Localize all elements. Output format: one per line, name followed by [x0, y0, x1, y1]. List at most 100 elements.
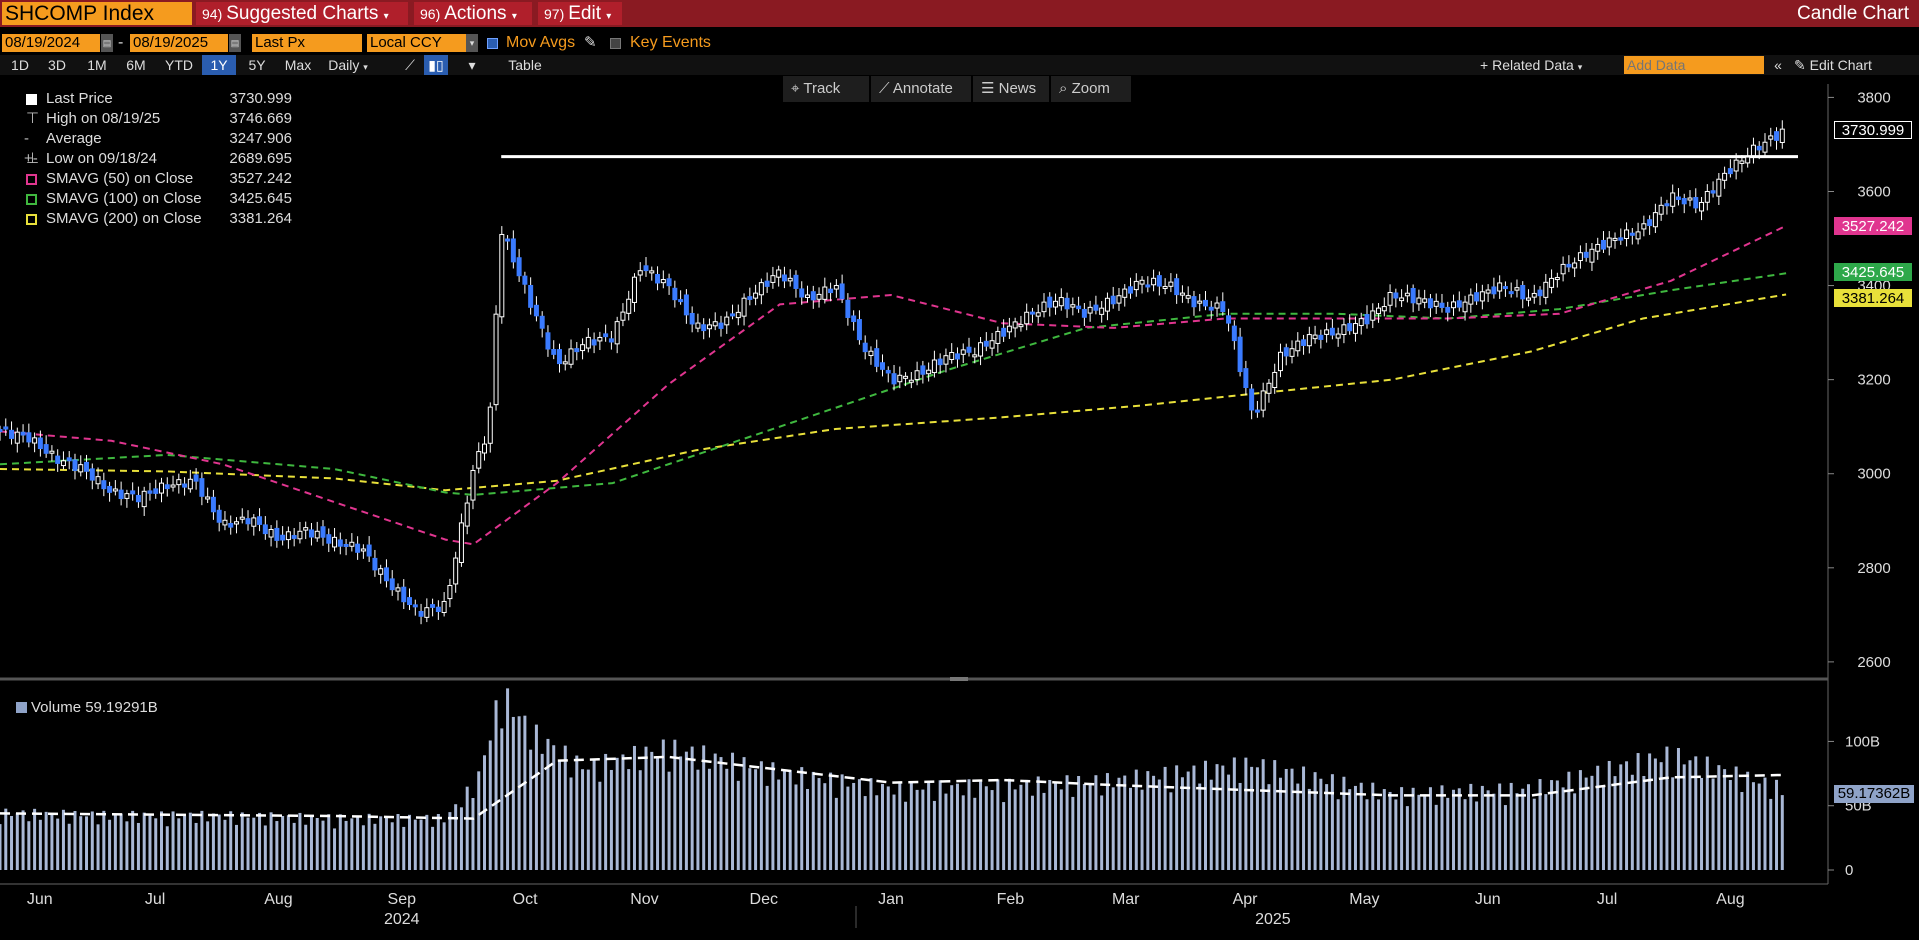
- candle-up: [251, 517, 257, 527]
- range-6m[interactable]: 6M: [126, 57, 146, 73]
- range-ytd[interactable]: YTD: [165, 57, 193, 73]
- key-events-checkbox[interactable]: [610, 38, 621, 49]
- candle-down: [101, 480, 107, 490]
- add-data-input[interactable]: [1624, 56, 1764, 74]
- candle-up: [1289, 348, 1295, 357]
- candle-down: [9, 429, 15, 439]
- candle-down: [1208, 306, 1214, 311]
- currency-select[interactable]: Local CCY: [367, 34, 477, 52]
- table-button[interactable]: Table: [508, 57, 542, 73]
- candle-up: [1295, 340, 1301, 352]
- related-data-button[interactable]: + Related Data ▾: [1480, 55, 1610, 75]
- edit-menu[interactable]: 97) Edit ▾: [538, 2, 622, 25]
- volume-bar: [419, 819, 423, 870]
- range-3d[interactable]: 3D: [48, 57, 66, 73]
- candle-down: [1774, 131, 1780, 141]
- candle-down: [355, 543, 361, 553]
- start-date-field[interactable]: 08/19/2024: [2, 34, 100, 52]
- x-month-label: Sep: [388, 891, 417, 908]
- chevron-down-icon[interactable]: ▾: [466, 34, 478, 52]
- volume-bar: [1521, 788, 1525, 870]
- volume-bar: [188, 812, 192, 870]
- volume-bar: [1152, 775, 1156, 870]
- range-max[interactable]: Max: [284, 57, 312, 73]
- candle-down: [545, 332, 551, 350]
- news-tool[interactable]: ☰ News: [973, 76, 1049, 102]
- candle-up: [1006, 325, 1012, 333]
- candle-chart-icon[interactable]: ▮▯: [424, 55, 448, 75]
- price-field-select[interactable]: Last Px: [252, 34, 362, 52]
- volume-bar: [1538, 779, 1542, 870]
- volume-bar: [1094, 775, 1098, 870]
- pencil-icon[interactable]: ✎: [584, 34, 597, 51]
- candle-down: [885, 369, 891, 374]
- end-date-field[interactable]: 08/19/2025: [130, 34, 228, 52]
- volume-bar: [1059, 789, 1063, 870]
- actions-menu[interactable]: 96) Actions ▾: [414, 2, 532, 25]
- candle-down: [1093, 304, 1099, 311]
- candle-up: [649, 270, 655, 274]
- candle-up: [1324, 329, 1330, 335]
- candle-up: [112, 488, 118, 492]
- volume-bar: [1273, 760, 1277, 870]
- candle-down: [26, 432, 32, 443]
- volume-bar: [292, 822, 296, 870]
- calendar-icon[interactable]: ▤: [101, 34, 113, 52]
- collapse-icon[interactable]: «: [1774, 57, 1782, 73]
- candle-up: [1704, 190, 1710, 203]
- volume-bar: [1711, 778, 1715, 870]
- period-select[interactable]: Daily ▾: [322, 55, 374, 75]
- volume-bar: [1544, 794, 1548, 870]
- candle-up: [897, 374, 903, 383]
- range-1y[interactable]: 1Y: [202, 55, 236, 75]
- range-5y[interactable]: 5Y: [248, 57, 266, 73]
- mov-avgs-checkbox[interactable]: [487, 38, 498, 49]
- candle-down: [591, 339, 597, 346]
- volume-bar: [1498, 783, 1502, 870]
- volume-bar: [909, 782, 913, 870]
- range-1d[interactable]: 1D: [11, 57, 29, 73]
- volume-bar: [177, 818, 181, 870]
- calendar-icon[interactable]: ▤: [229, 34, 241, 52]
- volume-bar: [1278, 777, 1282, 870]
- caret-down-icon: ▾: [363, 62, 368, 72]
- volume-bar: [1734, 766, 1738, 870]
- candle-down: [55, 455, 61, 464]
- candle-up: [1312, 334, 1318, 340]
- candle-down: [1220, 301, 1226, 313]
- volume-bar: [679, 756, 683, 870]
- mov-avgs-label: Mov Avgs: [506, 34, 576, 51]
- candle-down: [856, 319, 862, 341]
- legend-last-price: Last Price 3730.999: [10, 89, 300, 109]
- volume-bar: [817, 778, 821, 870]
- caret-down-icon: ▾: [511, 11, 517, 22]
- candle-up: [758, 282, 764, 296]
- track-tool[interactable]: ⌖ Track: [783, 76, 869, 102]
- volume-bar: [142, 812, 146, 870]
- x-month-label: Aug: [264, 891, 292, 908]
- legend-value: 2689.695: [229, 150, 292, 167]
- volume-bar: [1613, 776, 1617, 870]
- volume-bar: [1561, 787, 1565, 870]
- candle-down: [1076, 305, 1082, 310]
- candle-up: [1404, 292, 1410, 297]
- candle-down: [1128, 286, 1134, 294]
- legend-value: 3247.906: [229, 130, 292, 147]
- volume-bar: [846, 786, 850, 870]
- caret-down-icon[interactable]: ▾: [468, 57, 476, 73]
- volume-bar: [1428, 787, 1432, 870]
- candle-down: [718, 322, 724, 329]
- range-1m[interactable]: 1M: [87, 57, 107, 73]
- x-month-label: May: [1349, 891, 1379, 908]
- volume-bar: [1371, 782, 1375, 870]
- zoom-tool[interactable]: ⌕ Zoom: [1051, 76, 1131, 102]
- candle-up: [1531, 292, 1537, 298]
- ticker-field[interactable]: SHCOMP Index: [2, 2, 192, 25]
- annotate-tool[interactable]: ⟋ Annotate: [871, 76, 971, 102]
- suggested-charts-menu[interactable]: 94) Suggested Charts ▾: [196, 2, 408, 25]
- line-chart-icon[interactable]: ⟋: [405, 57, 415, 73]
- edit-chart-button[interactable]: ✎ Edit Chart: [1794, 55, 1914, 75]
- candle-up: [1168, 281, 1174, 287]
- candle-down: [1583, 251, 1589, 258]
- volume-bar: [1002, 802, 1006, 870]
